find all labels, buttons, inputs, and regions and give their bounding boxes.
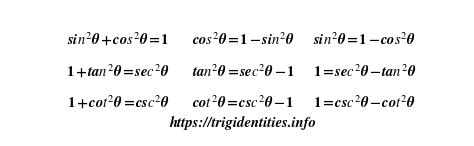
Text: $\boldsymbol{cos^2\theta=1-sin^2\theta}$: $\boldsymbol{cos^2\theta=1-sin^2\theta}$: [191, 32, 294, 48]
Text: $\boldsymbol{1=sec^2\theta-tan^2\theta}$: $\boldsymbol{1=sec^2\theta-tan^2\theta}$: [312, 63, 416, 80]
Text: $\boldsymbol{1+cot^2\theta=csc^2\theta}$: $\boldsymbol{1+cot^2\theta=csc^2\theta}$: [67, 94, 169, 112]
Text: $\boldsymbol{sin^2\theta=1-cos^2\theta}$: $\boldsymbol{sin^2\theta=1-cos^2\theta}$: [313, 32, 416, 48]
Text: $\boldsymbol{tan^2\theta=sec^2\theta-1}$: $\boldsymbol{tan^2\theta=sec^2\theta-1}$: [191, 63, 294, 80]
Text: $\boldsymbol{1+tan^2\theta=sec^2\theta}$: $\boldsymbol{1+tan^2\theta=sec^2\theta}$: [66, 62, 170, 80]
Text: $\boldsymbol{cot^2\theta=csc^2\theta-1}$: $\boldsymbol{cot^2\theta=csc^2\theta-1}$: [192, 95, 294, 111]
Text: https://trigidentities.info: https://trigidentities.info: [169, 116, 317, 130]
Text: $\boldsymbol{1=csc^2\theta-cot^2\theta}$: $\boldsymbol{1=csc^2\theta-cot^2\theta}$: [313, 95, 416, 111]
Text: $\boldsymbol{sin^2\theta+cos^2\theta=1}$: $\boldsymbol{sin^2\theta+cos^2\theta=1}$: [67, 31, 169, 49]
